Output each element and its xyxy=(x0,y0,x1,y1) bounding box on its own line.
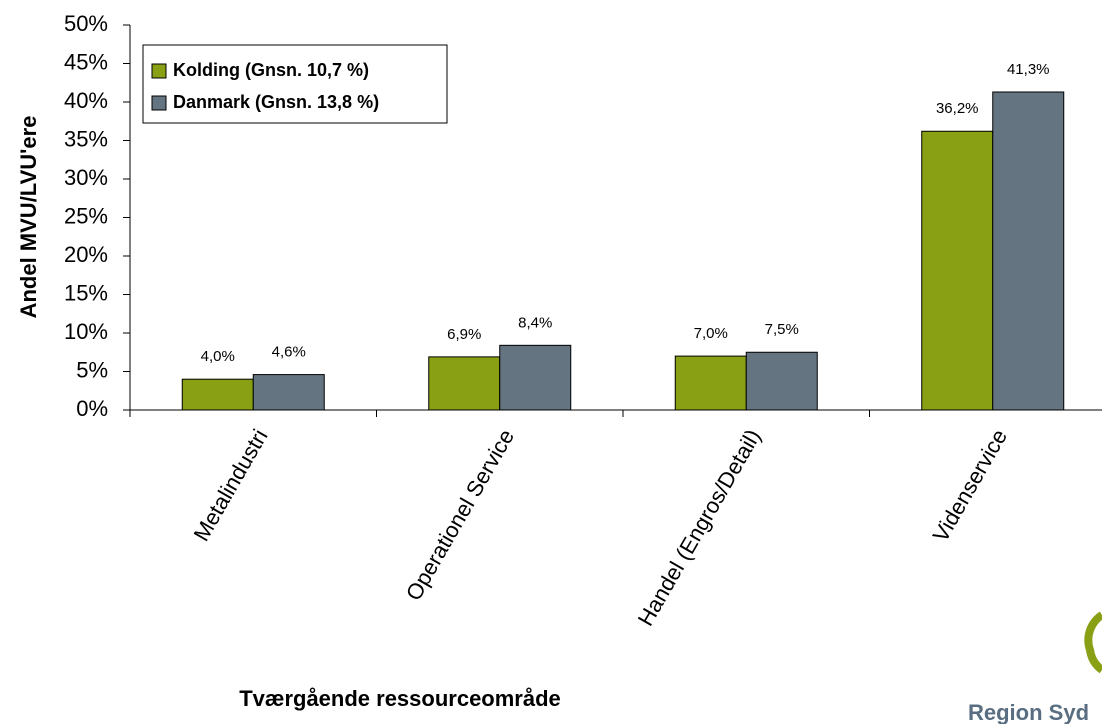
value-label: 41,3% xyxy=(1007,61,1050,78)
x-tick-label: Metalindustri xyxy=(189,425,273,546)
logo-mark xyxy=(1084,611,1102,674)
bar xyxy=(674,355,747,411)
legend-box xyxy=(142,44,448,124)
logo-text: Region Syd xyxy=(968,700,1089,724)
y-tick-label: 25% xyxy=(64,203,108,228)
bar xyxy=(921,130,994,411)
value-label: 7,0% xyxy=(694,325,728,342)
y-tick-label: 0% xyxy=(76,396,108,421)
legend-swatch xyxy=(151,95,167,111)
bar xyxy=(499,344,572,411)
x-tick-label: Handel (Engros/Detail) xyxy=(633,425,766,630)
value-label: 6,9% xyxy=(447,326,481,343)
y-tick-label: 45% xyxy=(64,49,108,74)
value-label: 8,4% xyxy=(518,314,552,331)
bar xyxy=(745,351,818,411)
legend-label: Danmark (Gnsn. 13,8 %) xyxy=(173,92,379,112)
y-tick-label: 35% xyxy=(64,126,108,151)
x-axis-title: Tværgående ressourceområde xyxy=(239,686,561,711)
value-label: 7,5% xyxy=(765,321,799,338)
x-tick-label: Videnservice xyxy=(928,425,1012,546)
x-tick-label: Operationel Service xyxy=(401,425,519,605)
bar xyxy=(428,356,501,411)
y-tick-label: 50% xyxy=(64,11,108,36)
legend: Kolding (Gnsn. 10,7 %) Danmark (Gnsn. 13,… xyxy=(142,44,448,124)
bar xyxy=(252,374,325,411)
y-tick-label: 30% xyxy=(64,165,108,190)
legend-label: Kolding (Gnsn. 10,7 %) xyxy=(173,60,369,80)
y-tick-label: 20% xyxy=(64,242,108,267)
y-tick-label: 40% xyxy=(64,88,108,113)
y-tick-label: 15% xyxy=(64,280,108,305)
y-tick-label: 5% xyxy=(76,357,108,382)
y-tick-label: 10% xyxy=(64,319,108,344)
bar xyxy=(181,378,254,411)
legend-swatch xyxy=(151,63,167,79)
value-label: 36,2% xyxy=(936,100,979,117)
bar xyxy=(992,91,1065,411)
value-label: 4,6% xyxy=(272,344,306,361)
y-axis-title: Andel MVU/LVU'ere xyxy=(16,116,41,319)
value-label: 4,0% xyxy=(201,348,235,365)
